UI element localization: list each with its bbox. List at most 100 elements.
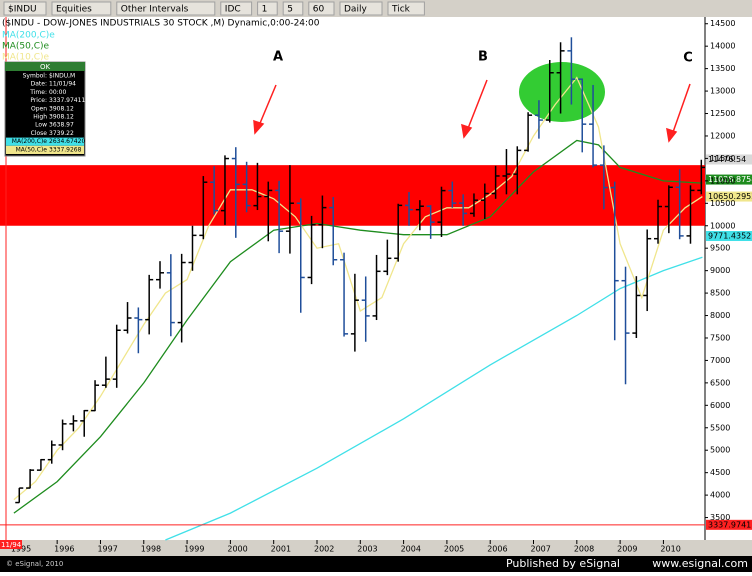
toolbar-button[interactable] <box>116 1 216 16</box>
info-key: Symbol: <box>23 73 47 80</box>
copyright: © eSignal, 2010 <box>6 560 63 568</box>
price-label: 3337.97411 <box>708 520 752 529</box>
toolbar-label[interactable]: IDC <box>225 5 241 15</box>
info-key: Price: <box>30 97 47 104</box>
info-value: 3908.12 <box>49 114 74 121</box>
x-tick-label: 2000 <box>227 545 247 554</box>
y-tick-label: 10500 <box>710 199 735 208</box>
info-key: Low <box>35 122 47 129</box>
arrow <box>466 79 488 132</box>
legend-entry: MA(50,C)e <box>2 42 50 52</box>
price-axis <box>705 17 752 540</box>
info-key: High <box>33 114 47 121</box>
info-row-bg <box>6 137 84 146</box>
toolbar-label[interactable]: Equities <box>56 5 92 15</box>
zone-band <box>0 165 705 226</box>
x-tick-label: 2008 <box>574 545 594 554</box>
x-tick-label: 2004 <box>401 545 421 554</box>
y-tick-label: 6500 <box>710 378 730 387</box>
x-tick-label: 1999 <box>184 545 204 554</box>
price-label-bg <box>706 191 752 202</box>
y-tick-label: 4000 <box>710 491 730 500</box>
info-key: Time: <box>29 89 47 96</box>
annotation: B <box>478 50 488 65</box>
y-tick-label: 10000 <box>710 221 735 230</box>
y-tick-label: 7000 <box>710 356 730 365</box>
info-key: MA(50,C)e <box>16 146 48 153</box>
price-label-bg <box>706 154 752 165</box>
y-tick-label: 11000 <box>710 176 735 185</box>
y-tick-label: 12500 <box>710 109 735 118</box>
toolbar-button[interactable] <box>3 1 47 16</box>
toolbar-label[interactable]: Daily <box>344 5 367 15</box>
chart-title: ($INDU - DOW-JONES INDUSTRIALS 30 STOCK … <box>2 19 320 29</box>
toolbar-button[interactable] <box>308 1 335 16</box>
y-tick-label: 9500 <box>710 244 730 253</box>
footer <box>0 556 752 572</box>
info-key: MA(200,C)e <box>12 138 48 145</box>
legend-entry: MA(200,C)e <box>2 31 55 41</box>
highlight-ellipse <box>519 62 605 122</box>
arrows <box>253 79 691 143</box>
info-value: 3908.12 <box>49 105 74 112</box>
price-label-bg <box>706 519 752 530</box>
x-tick-label: 1997 <box>97 545 117 554</box>
annotation: C <box>683 51 693 66</box>
info-key: Open <box>31 105 47 112</box>
toolbar-button[interactable] <box>220 1 253 16</box>
toolbar-label[interactable]: 60 <box>313 5 325 15</box>
ma-line <box>13 76 703 501</box>
price-label: 11476.54 <box>708 155 746 164</box>
arrow <box>671 83 691 136</box>
toolbar-label[interactable]: Tick <box>391 5 411 15</box>
arrow-head <box>253 119 265 135</box>
info-header: OK <box>40 63 51 71</box>
y-tick-label: 12000 <box>710 131 735 140</box>
y-tick-label: 7500 <box>710 333 730 342</box>
x-tick-label: 1996 <box>54 545 74 554</box>
y-tick-label: 8500 <box>710 289 730 298</box>
y-tick-label: 14000 <box>710 42 735 51</box>
info-value: 3638.97 <box>49 122 74 129</box>
y-tick-label: 14500 <box>710 19 735 28</box>
y-tick-label: 13000 <box>710 87 735 96</box>
info-row-bg <box>6 145 84 154</box>
toolbar-label[interactable]: $INDU <box>8 5 37 15</box>
price-label: 11028.8758 <box>708 175 752 184</box>
published: Published by eSignal <box>506 557 620 570</box>
info-value: 00:00 <box>49 89 66 96</box>
toolbar-button[interactable] <box>339 1 383 16</box>
y-tick-label: 5500 <box>710 423 730 432</box>
url: www.esignal.com <box>652 557 748 570</box>
info-value: 3337.9268 <box>49 146 82 153</box>
time-axis <box>0 540 752 556</box>
x-tick-label: 2009 <box>617 545 637 554</box>
toolbar-button[interactable] <box>282 1 304 16</box>
start-label-bg <box>0 540 22 549</box>
toolbar-label[interactable]: 1 <box>262 5 268 15</box>
x-tick-label: 2007 <box>531 545 551 554</box>
price-label-bg <box>706 174 752 185</box>
x-tick-label: 2002 <box>314 545 334 554</box>
toolbar-label[interactable]: 5 <box>287 5 293 15</box>
y-tick-label: 5000 <box>710 446 730 455</box>
toolbar-button[interactable] <box>51 1 112 16</box>
arrow <box>257 84 277 129</box>
info-key: Close <box>31 130 48 137</box>
price-label-bg <box>706 231 752 242</box>
x-tick-label: 2010 <box>660 545 680 554</box>
y-tick-label: 8000 <box>710 311 730 320</box>
info-value: 11/01/94 <box>49 81 76 88</box>
price-label: 10650.2952 <box>708 192 752 201</box>
arrow-head <box>461 123 473 139</box>
toolbar-button[interactable] <box>387 1 425 16</box>
toolbar-button[interactable] <box>257 1 278 16</box>
y-tick-label: 6000 <box>710 401 730 410</box>
y-tick-label: 11500 <box>710 154 735 163</box>
toolbar-label[interactable]: Other Intervals <box>121 5 189 15</box>
legend-entry: MA(10,C)e <box>2 53 50 63</box>
x-tick-label: 2005 <box>444 545 464 554</box>
y-tick-label: 9000 <box>710 266 730 275</box>
info-value: 3337.97411 <box>49 97 85 104</box>
y-tick-label: 13500 <box>710 64 735 73</box>
